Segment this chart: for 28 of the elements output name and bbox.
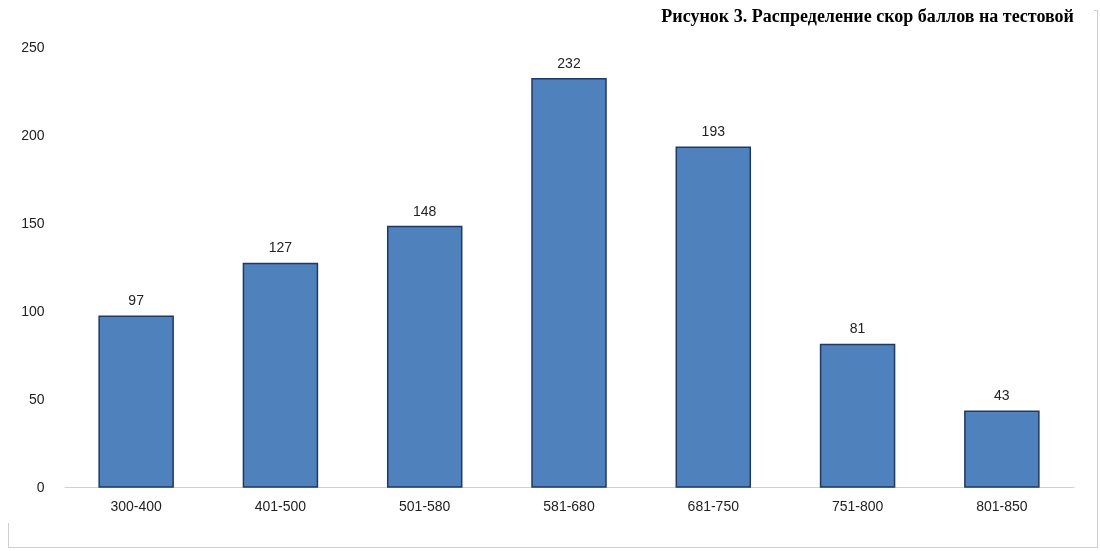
bar [675,146,752,488]
data-label: 232 [557,54,581,71]
bar [386,225,463,488]
data-label: 43 [994,387,1010,404]
y-tick-label: 100 [21,302,45,319]
y-tick-label: 200 [21,126,45,143]
y-tick-label: 50 [28,390,45,407]
x-tick-label: 300-400 [110,497,163,514]
y-tick-label: 0 [36,478,45,495]
x-tick-label: 501-580 [399,497,451,514]
y-tick-label: 150 [21,214,45,231]
bar [242,262,319,488]
data-label: 127 [268,239,293,256]
bar [964,410,1040,488]
x-tick-label: 801-850 [976,497,1028,514]
x-tick-label: 751-800 [831,497,884,514]
y-tick-label: 250 [21,38,45,55]
data-label: 148 [413,202,437,219]
bar [531,77,607,488]
bar [98,315,174,488]
data-label: 193 [701,123,726,140]
bar [819,343,896,488]
x-tick-label: 581-680 [543,497,595,514]
x-tick-label: 401-500 [254,497,307,514]
chart-title: Рисунок 3. Распределение скор баллов на тестовой [661,6,1074,26]
x-tick-label: 681-750 [687,497,740,514]
data-label: 97 [128,292,145,309]
data-label: 81 [849,320,866,337]
